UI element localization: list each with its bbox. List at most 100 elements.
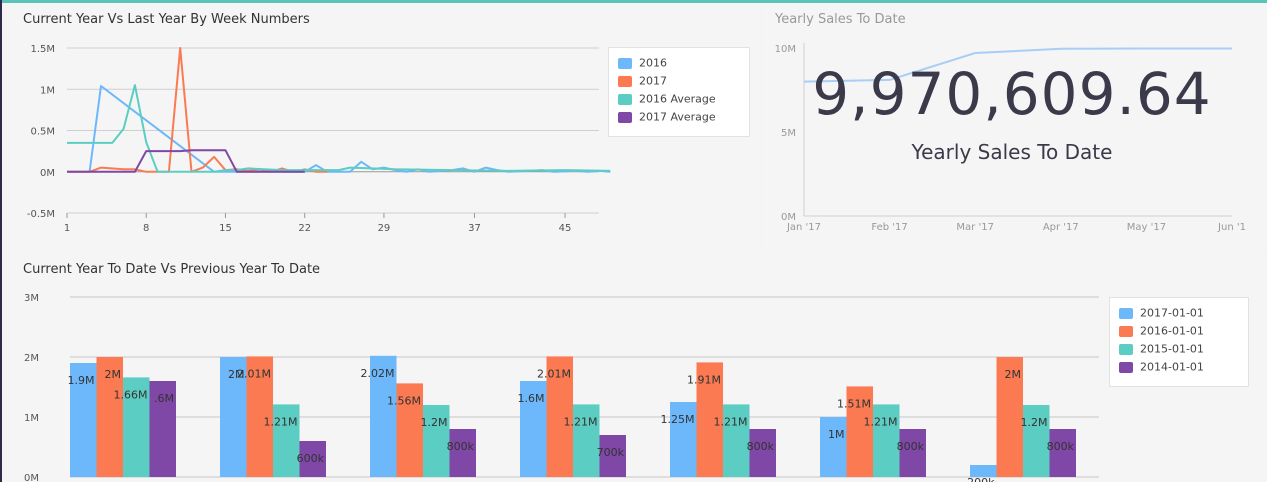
legend-swatch [1119,361,1133,373]
bar [370,355,397,477]
yearly-sales-panel: Yearly Sales To Date 10M 5M 0M Jan '17 Feb '… [762,3,1267,249]
bar-data-label: 2.02M [361,367,395,380]
bar [899,429,926,477]
y-tick-label: 0M [40,168,55,179]
legend-item-2017-01-01[interactable]: 2017-01-01 [1119,306,1204,322]
legend-swatch [1119,325,1133,337]
weekly-chart-legend: 2016 2017 2016 Average 2017 Average [608,47,750,137]
legend-item-2014-01-01[interactable]: 2014-01-01 [1119,360,1204,376]
x-tick-label: Mar '17 [956,222,994,233]
y-tick-label: 1.5M [30,44,55,55]
bar [246,356,273,477]
x-tick-label: Apr '17 [1043,222,1079,233]
y-tick-label: 0.5M [30,127,55,138]
bar [696,362,723,477]
x-tick-label: Jan '17 [786,222,821,233]
x-tick-label: 8 [143,223,149,234]
bar-data-label: 2M [1005,368,1022,381]
bar [273,404,300,477]
bar [396,383,423,477]
bar-data-label: 1.66M [114,388,148,401]
bar [1023,405,1050,477]
legend-swatch [618,75,632,87]
bar-data-label: 800k [1047,440,1075,453]
y-tick-label: 2M [24,353,39,364]
yearly-sales-title: Yearly Sales To Date [775,12,906,27]
bar [123,377,150,477]
bar-data-label: 2.01M [537,367,571,380]
bar [670,402,697,477]
bar-data-label: 1.21M [264,415,298,428]
bar [423,405,450,477]
bar-data-label: 2M [105,368,122,381]
bar-data-label: 1.2M [1021,416,1048,429]
legend-swatch [1119,343,1133,355]
bar-data-label: 1M [828,428,845,441]
bar-data-label: 800k [897,440,925,453]
x-tick-label: 29 [378,223,391,234]
weekly-comparison-panel: Current Year Vs Last Year By Week Number… [2,3,760,249]
ytd-comparison-panel: Current Year To Date Vs Previous Year To… [2,251,1267,482]
bar [820,417,847,477]
bar-data-label: 1.9M [68,374,95,387]
ytd-chart-title: Current Year To Date Vs Previous Year To… [23,262,321,277]
legend-item-2017-average[interactable]: 2017 Average [618,110,716,126]
y-tick-label: 3M [24,293,39,304]
bar-data-label: 600k [297,452,325,465]
legend-item-2016-01-01[interactable]: 2016-01-01 [1119,324,1204,340]
y-tick-label: 5M [781,128,796,139]
y-tick-label: 1M [24,413,39,424]
y-tick-label: 0M [781,212,796,223]
series-line-2017-average [67,149,305,173]
legend-swatch [1119,307,1133,319]
bar-data-label: 700k [597,446,625,459]
bar [299,441,326,477]
bar [70,363,97,477]
top-accent-bar [0,0,1267,3]
legend-swatch [618,57,632,69]
bar [573,404,600,477]
ytd-chart-legend: 2017-01-01 2016-01-01 2015-01-01 2014-01… [1109,297,1249,387]
kpi-value: 9,970,609.64 [812,60,1212,128]
legend-item-2016[interactable]: 2016 [618,56,667,72]
bar [96,357,123,477]
legend-item-2015-01-01[interactable]: 2015-01-01 [1119,342,1204,358]
y-tick-label: 10M [775,44,796,55]
legend-swatch [618,111,632,123]
bar [996,357,1023,477]
series-line-2016 [88,85,611,173]
series-line-2017 [67,47,328,173]
bar [449,429,476,477]
bar [873,404,900,477]
bar [220,357,247,477]
weekly-line-chart: 1.5M 1M 0.5M 0M -0.5M 1 8 15 22 29 37 45 [27,44,611,234]
bar [970,465,997,477]
bar-data-label: 2M [228,368,245,381]
x-tick-label: 37 [468,223,481,234]
series-line-2016-average [67,84,611,173]
legend-item-2016-average[interactable]: 2016 Average [618,92,716,108]
bar [520,381,547,477]
bar-data-label: 1.6M [518,392,545,405]
x-tick-label: 45 [559,223,572,234]
bar-data-label: 1.21M [864,415,898,428]
bar-data-label: 1.2M [421,416,448,429]
x-tick-label: May '17 [1127,222,1166,233]
bar-data-label: 1.51M [837,397,871,410]
bar-data-label: 1.25M [661,413,695,426]
y-tick-label: 0M [24,473,39,482]
y-tick-label: 1M [40,85,55,96]
legend-item-2017[interactable]: 2017 [618,74,667,90]
bar [749,429,776,477]
bar [149,381,176,477]
bar-data-label: 1.21M [714,415,748,428]
left-edge-bar [0,0,2,482]
x-tick-label: 1 [64,223,70,234]
bar [723,404,750,477]
bar-data-label: 200k [967,476,995,482]
bar-data-label: 2.01M [237,367,271,380]
bar [1049,429,1076,477]
x-tick-label: Feb '17 [871,222,907,233]
